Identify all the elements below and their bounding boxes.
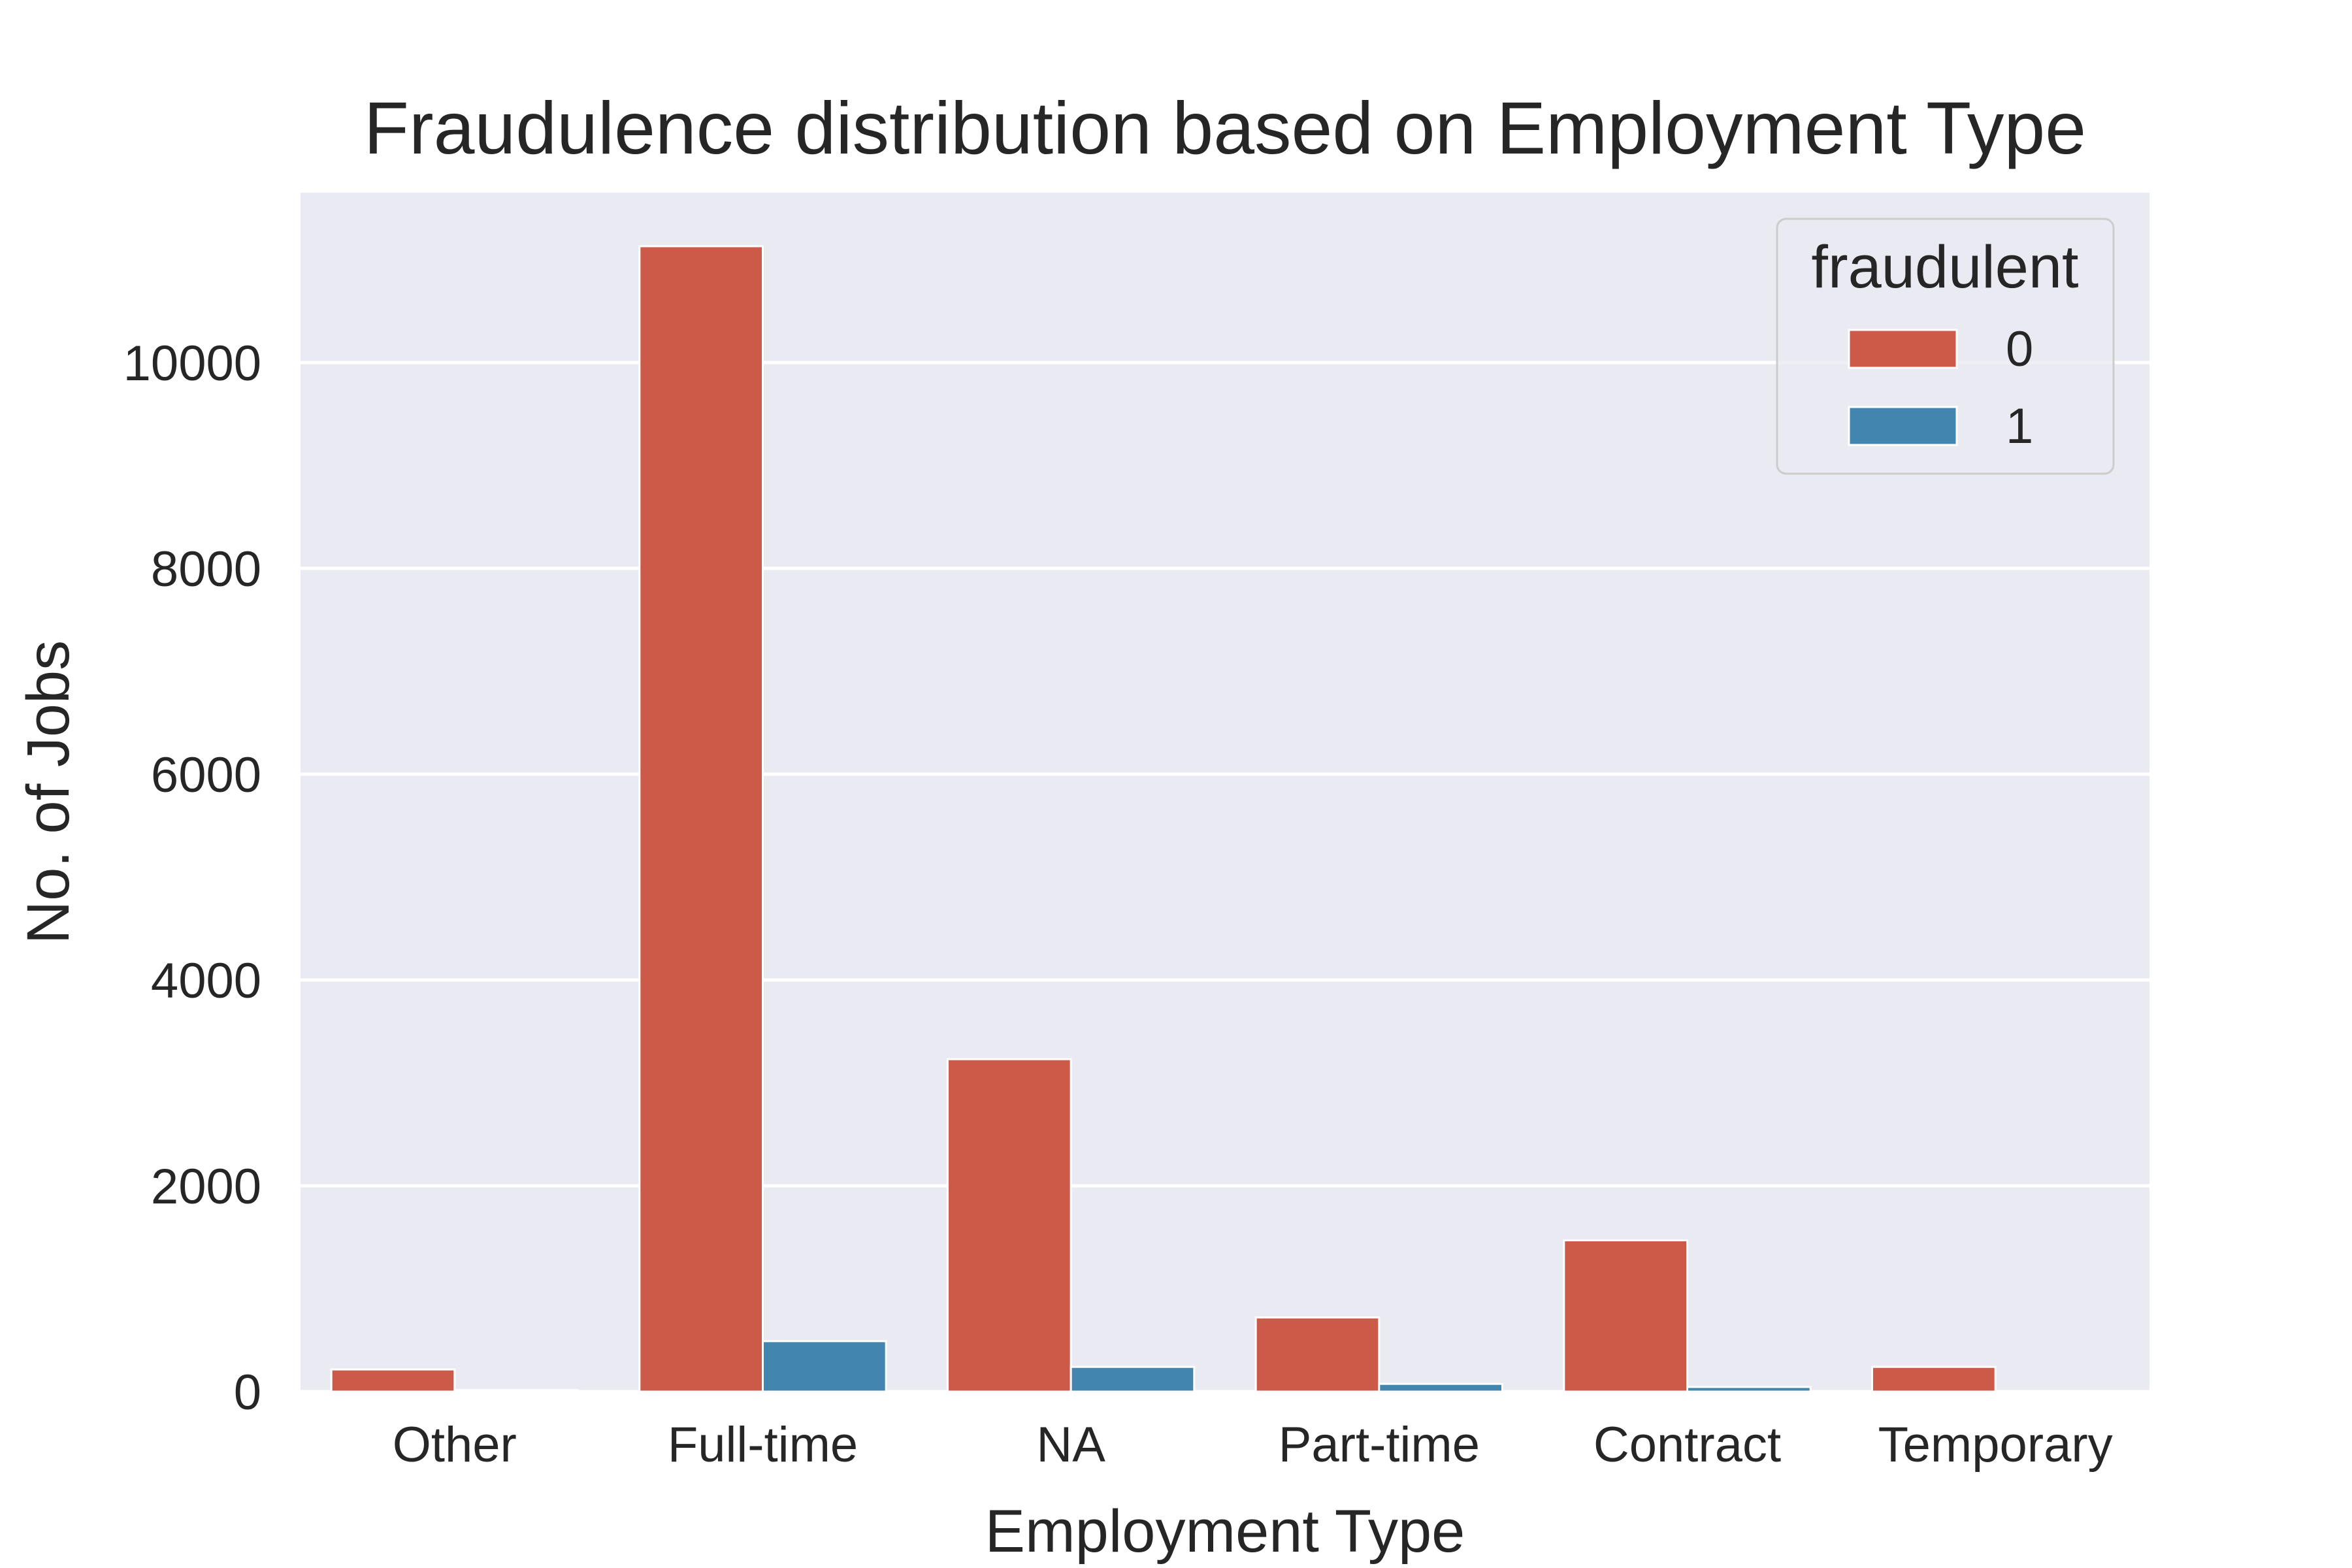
y-tick-labels: 0 2000 4000 6000 8000 10000 (123, 336, 261, 1420)
x-tick-label: Contract (1593, 1417, 1781, 1473)
legend-label: 0 (2006, 321, 2033, 377)
y-tick-label: 6000 (151, 747, 261, 803)
bar-full-time-0 (638, 245, 764, 1393)
x-tick-label: NA (1036, 1417, 1105, 1473)
legend-label: 1 (2006, 399, 2033, 454)
legend-swatch-0 (1848, 329, 1958, 369)
y-tick-label: 0 (234, 1365, 261, 1420)
bar-full-time-1 (762, 1340, 887, 1393)
bar-na-0 (947, 1058, 1072, 1393)
bar-na-1 (1070, 1365, 1196, 1393)
y-tick-label: 8000 (151, 542, 261, 597)
legend-title: fraudulent (1811, 234, 2078, 301)
x-tick-label: Temporary (1878, 1417, 2113, 1473)
y-tick-label: 4000 (151, 953, 261, 1009)
x-tick-label: Other (393, 1417, 517, 1473)
chart-title: Fraudulence distribution based on Employ… (364, 87, 2086, 169)
x-tick-label: Part-time (1279, 1417, 1480, 1473)
bar-part-time-0 (1254, 1316, 1380, 1393)
x-axis-label: Employment Type (985, 1498, 1465, 1565)
bar-temporary-0 (1871, 1365, 1997, 1393)
x-tick-labels: Other Full-time NA Part-time Contract Tempora… (393, 1417, 2113, 1473)
legend-swatch-1 (1848, 406, 1958, 446)
bar-other-1 (453, 1389, 579, 1393)
y-tick-label: 10000 (123, 336, 261, 391)
y-tick-label: 2000 (151, 1159, 261, 1215)
bar-part-time-1 (1378, 1382, 1503, 1393)
legend: fraudulent 0 1 (1776, 218, 2115, 475)
y-axis-label: No. of Jobs (15, 640, 82, 944)
bar-contract-1 (1686, 1386, 1812, 1393)
bars (330, 245, 1997, 1393)
bar-other-0 (330, 1368, 456, 1393)
x-tick-label: Full-time (668, 1417, 858, 1473)
bar-contract-0 (1563, 1239, 1688, 1393)
